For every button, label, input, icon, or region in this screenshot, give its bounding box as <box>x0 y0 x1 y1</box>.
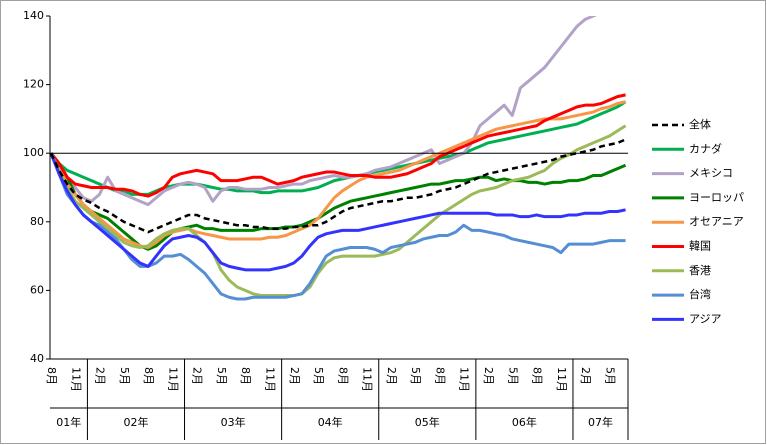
x-tick-label: 8月 <box>142 367 155 385</box>
x-tick-label: 2月 <box>94 367 107 385</box>
x-tick-label: 2月 <box>191 367 204 385</box>
group-label: 01年 <box>56 415 81 429</box>
y-tick-label: 140 <box>23 9 44 22</box>
x-tick-label: 2月 <box>385 367 398 385</box>
x-tick-label: 5月 <box>409 367 422 385</box>
legend-label: カナダ <box>689 141 722 155</box>
x-tick-label: 8月 <box>45 367 58 385</box>
x-tick-label: 11月 <box>555 367 568 392</box>
group-label: 02年 <box>123 415 148 429</box>
x-tick-label: 8月 <box>531 367 544 385</box>
group-label: 05年 <box>415 415 440 429</box>
series-line <box>50 124 627 298</box>
y-tick-label: 40 <box>30 352 44 365</box>
series-line <box>50 152 626 272</box>
x-tick-label: 2月 <box>288 367 301 385</box>
x-tick-label: 5月 <box>215 367 228 385</box>
x-tick-label: 8月 <box>239 367 252 385</box>
legend-label: メキシコ <box>689 167 733 180</box>
y-tick-label: 100 <box>23 146 44 159</box>
x-tick-label: 8月 <box>336 367 349 385</box>
x-tick-label: 11月 <box>69 367 82 392</box>
y-tick-label: 80 <box>30 215 44 228</box>
series-line <box>50 16 598 207</box>
group-label: 06年 <box>512 415 537 429</box>
group-label: 07年 <box>588 415 613 429</box>
x-tick-label: 5月 <box>506 367 519 385</box>
x-tick-label: 2月 <box>579 367 592 385</box>
y-tick-label: 120 <box>23 78 44 91</box>
legend-label: 全体 <box>689 117 711 131</box>
y-tick-label: 60 <box>30 283 44 296</box>
legend-label: 香港 <box>689 264 711 277</box>
group-label: 04年 <box>318 415 343 429</box>
x-tick-label: 11月 <box>458 367 471 392</box>
legend-label: オセアニア <box>689 215 744 228</box>
x-tick-label: 11月 <box>361 367 374 392</box>
legend-label: ヨーロッパ <box>689 191 744 204</box>
x-tick-label: 5月 <box>118 367 131 385</box>
plot-area <box>50 16 627 301</box>
x-tick-label: 8月 <box>433 367 446 385</box>
legend-label: アジア <box>689 312 722 325</box>
x-tick-label: 5月 <box>603 367 616 385</box>
series-line <box>50 93 626 198</box>
legend-label: 韓国 <box>689 240 711 253</box>
x-tick-label: 11月 <box>263 367 276 392</box>
x-tick-label: 11月 <box>166 367 179 392</box>
legend-label: 台湾 <box>689 287 711 301</box>
x-tick-label: 2月 <box>482 367 495 385</box>
group-label: 03年 <box>221 415 246 429</box>
x-tick-label: 5月 <box>312 367 325 385</box>
